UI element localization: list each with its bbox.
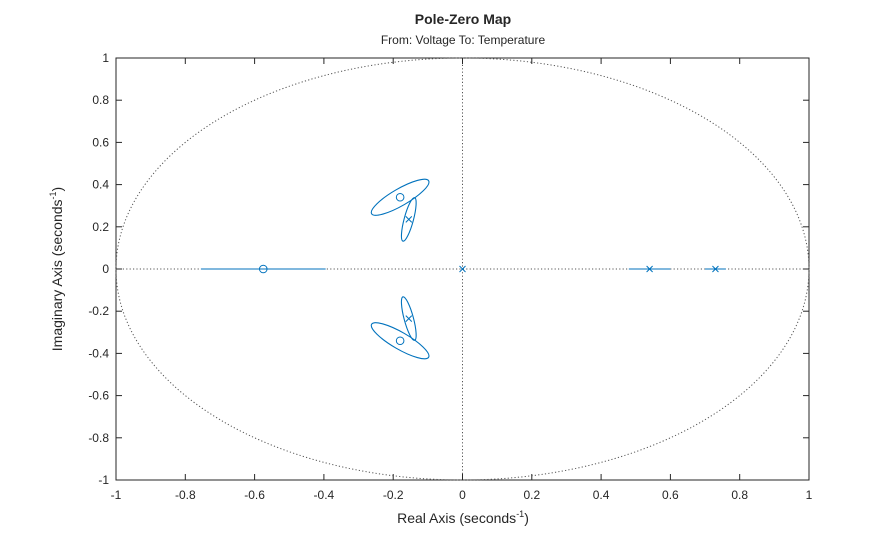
x-tick-label: 0.4 bbox=[593, 488, 610, 502]
x-tick-label: 0 bbox=[459, 488, 466, 502]
chart-subtitle: From: Voltage To: Temperature bbox=[381, 33, 546, 47]
uncertainty-ellipse bbox=[370, 322, 430, 360]
y-tick-label: -0.4 bbox=[88, 346, 109, 360]
x-tick-label: 0.2 bbox=[523, 488, 540, 502]
zero-marker bbox=[395, 192, 405, 202]
pole-marker bbox=[646, 265, 653, 273]
y-tick-labels: -1 -0.8 -0.6 -0.4 -0.2 0 0.2 0.4 0.6 0.8 1 bbox=[88, 51, 109, 487]
uncertainty-ellipse bbox=[370, 178, 430, 216]
y-tick-label: -1 bbox=[98, 473, 109, 487]
zero-marker bbox=[395, 336, 405, 346]
pole-marker bbox=[712, 265, 719, 273]
pole-marker bbox=[459, 265, 466, 273]
x-tick-label: -0.6 bbox=[244, 488, 265, 502]
zero-marker bbox=[258, 264, 268, 274]
axis-ticks bbox=[115, 57, 810, 481]
y-tick-label: 1 bbox=[102, 51, 109, 65]
uncertainty-ellipse bbox=[400, 296, 417, 341]
y-tick-label: -0.6 bbox=[88, 389, 109, 403]
y-tick-label: -0.2 bbox=[88, 304, 109, 318]
x-tick-labels: -1 -0.8 -0.6 -0.4 -0.2 0 0.2 0.4 0.6 0.8 1 bbox=[111, 488, 813, 502]
y-axis-label: Imaginary Axis (seconds-1) bbox=[48, 187, 65, 351]
x-tick-label: -1 bbox=[111, 488, 122, 502]
uncertainty-ellipse bbox=[400, 197, 417, 242]
x-tick-label: -0.4 bbox=[314, 488, 335, 502]
chart-title: Pole-Zero Map bbox=[415, 11, 511, 27]
y-tick-label: 0.8 bbox=[92, 93, 109, 107]
y-tick-label: 0.6 bbox=[92, 135, 109, 149]
pole-zero-markers bbox=[258, 192, 719, 346]
pole-marker bbox=[405, 216, 413, 223]
pole-marker bbox=[405, 315, 413, 322]
x-tick-label: -0.2 bbox=[383, 488, 404, 502]
y-tick-label: -0.8 bbox=[88, 431, 109, 445]
x-tick-label: -0.8 bbox=[175, 488, 196, 502]
x-tick-label: 1 bbox=[806, 488, 813, 502]
x-axis-label: Real Axis (seconds-1) bbox=[397, 509, 529, 526]
y-tick-label: 0 bbox=[102, 262, 109, 276]
x-tick-label: 0.8 bbox=[731, 488, 748, 502]
y-tick-label: 0.2 bbox=[92, 220, 109, 234]
x-tick-label: 0.6 bbox=[662, 488, 679, 502]
y-tick-label: 0.4 bbox=[92, 178, 109, 192]
